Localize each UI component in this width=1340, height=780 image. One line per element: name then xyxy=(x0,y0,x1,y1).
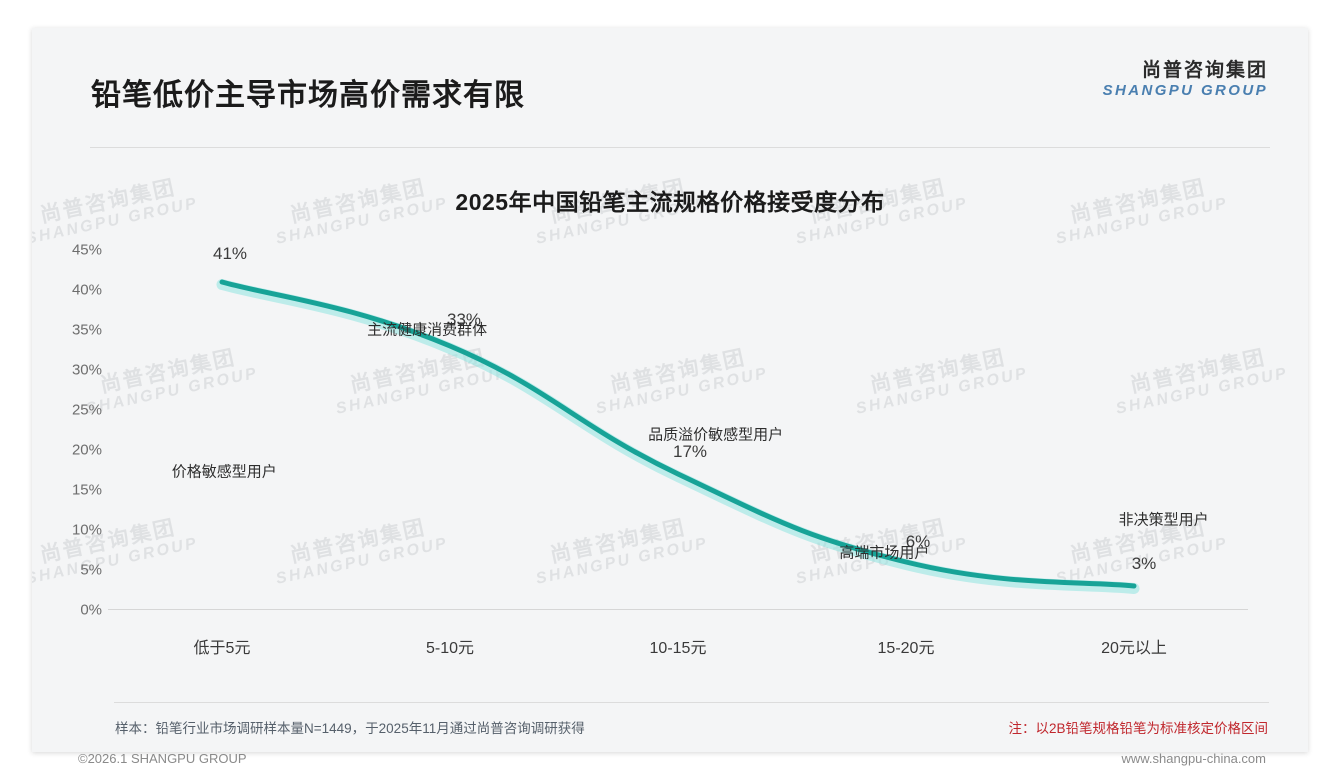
x-axis-tick-label: 10-15元 xyxy=(649,640,707,657)
y-axis-tick-label: 0% xyxy=(80,601,102,619)
chart-annotation: 品质溢价敏感型用户 xyxy=(648,426,784,444)
y-axis-tick-label: 35% xyxy=(71,321,102,339)
sample-footnote: 样本：铅笔行业市场调研样本量N=1449，于2025年11月通过尚普咨询调研获得 xyxy=(115,721,585,736)
data-point-label: 6% xyxy=(905,532,931,551)
y-axis-tick-label: 45% xyxy=(71,241,102,259)
logo-english-name: SHANGPU GROUP xyxy=(1102,81,1268,99)
data-point-label: 33% xyxy=(446,310,482,329)
x-axis-tick-label: 5-10元 xyxy=(425,640,475,657)
y-axis-tick-label: 10% xyxy=(71,521,102,539)
chart-container: 尚普咨询集团 SHANGPU GROUP 尚普咨询集团 SHANGPU GROUP 尚普… xyxy=(32,120,1308,680)
y-axis-tick-label: 25% xyxy=(71,401,102,419)
data-point-label: 41% xyxy=(212,244,248,263)
header-divider xyxy=(90,147,1270,148)
y-axis-tick-label: 15% xyxy=(71,481,102,499)
x-axis-tick-label: 20元以上 xyxy=(1101,640,1167,657)
copyright-text: ©2026.1 SHANGPU GROUP xyxy=(78,751,247,766)
chart-title: 2025年中国铅笔主流规格价格接受度分布 xyxy=(455,189,885,215)
footnote-divider xyxy=(114,702,1269,703)
line-series-path[interactable] xyxy=(219,279,1137,589)
website-link[interactable]: www.shangpu-china.com xyxy=(1121,751,1266,766)
line-series-svg xyxy=(216,279,1140,594)
y-axis-tick-label: 40% xyxy=(71,281,102,299)
slide-card: 铅笔低价主导市场高价需求有限 尚普咨询集团 SHANGPU GROUP 尚普咨询… xyxy=(32,28,1308,766)
x-axis-tick-label: 15-20元 xyxy=(877,640,935,657)
chart-annotation: 高端市场用户 xyxy=(839,544,930,562)
y-axis-tick-label: 20% xyxy=(71,441,102,459)
chart-annotation: 主流健康消费群体 xyxy=(367,321,488,339)
x-axis-line xyxy=(108,609,1248,610)
y-axis-tick-label: 5% xyxy=(80,561,102,579)
slide-header: 铅笔低价主导市场高价需求有限 尚普咨询集团 SHANGPU GROUP xyxy=(32,28,1308,120)
plot-area: 0% 5% 10% 15% 20% 25% 30% 35% 40% 45% 低于5元 5-10元 10-… xyxy=(72,242,1248,657)
price-note: 注：以2B铅笔规格铅笔为标准核定价格区间 xyxy=(1008,721,1268,736)
y-axis-tick-label: 30% xyxy=(71,361,102,379)
page-title: 铅笔低价主导市场高价需求有限 xyxy=(91,79,525,112)
x-axis-tick-label: 低于5元 xyxy=(193,640,251,657)
slide-footer: ©2026.1 SHANGPU GROUP www.shangpu-china.… xyxy=(32,721,1308,766)
brand-logo: 尚普咨询集团 SHANGPU GROUP xyxy=(1103,60,1268,99)
chart-annotation: 非决策型用户 xyxy=(1118,511,1209,529)
data-point-label: 17% xyxy=(672,442,708,461)
logo-chinese-name: 尚普咨询集团 xyxy=(1141,60,1268,81)
chart-annotation: 价格敏感型用户 xyxy=(171,463,277,481)
data-point-label: 3% xyxy=(1131,554,1157,573)
